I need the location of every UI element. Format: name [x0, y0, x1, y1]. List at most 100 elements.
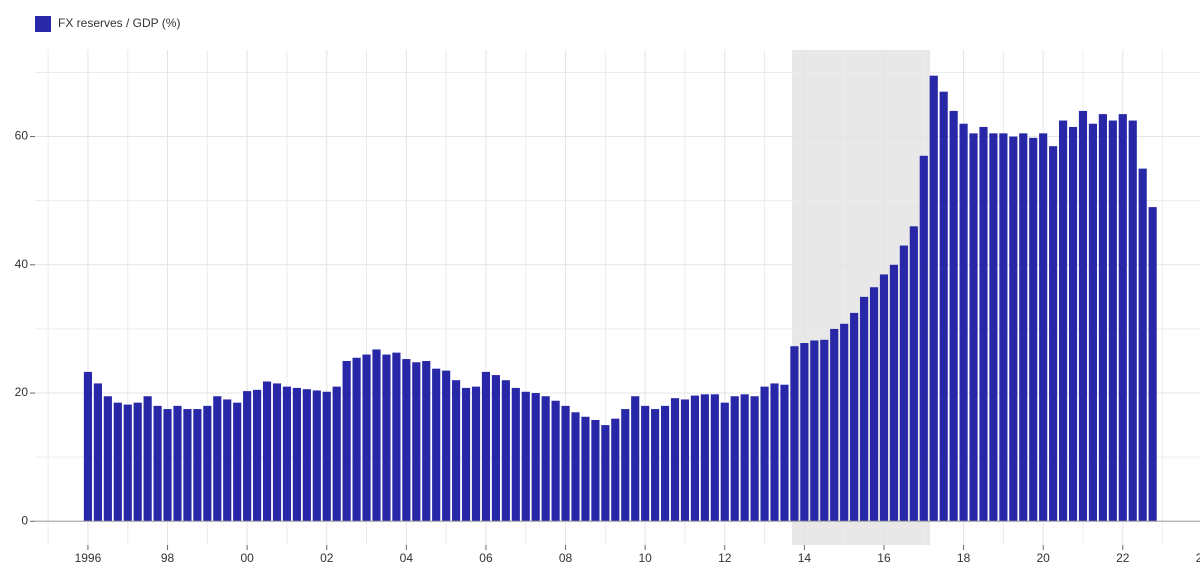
bar [183, 409, 192, 522]
bar [571, 412, 580, 522]
bar [442, 370, 451, 522]
bar [601, 425, 610, 522]
x-tick-label: 24 [1196, 551, 1200, 563]
bar [1019, 133, 1028, 522]
bar [740, 394, 749, 522]
bar [501, 380, 510, 522]
bar [491, 375, 500, 522]
bar [939, 91, 948, 522]
x-tick-label: 16 [877, 551, 891, 563]
bar [282, 386, 292, 522]
bar [670, 398, 680, 522]
bar [253, 389, 262, 522]
bar [382, 354, 391, 522]
x-tick-label: 12 [718, 551, 732, 563]
bar [1098, 114, 1107, 522]
bar [810, 340, 819, 522]
y-tick-label: 40 [15, 257, 29, 271]
bar [1148, 207, 1157, 522]
bar [163, 409, 172, 522]
bar [193, 409, 202, 522]
bar [710, 394, 719, 522]
bar [362, 354, 371, 522]
x-tick-label: 98 [161, 551, 175, 563]
bar [651, 409, 660, 522]
bar [1128, 120, 1137, 522]
bar [989, 133, 998, 522]
bar [541, 396, 550, 522]
bar [113, 402, 122, 522]
bar [889, 264, 899, 522]
x-tick-label: 14 [798, 551, 812, 563]
legend-label: FX reserves / GDP (%) [58, 16, 180, 30]
bar [243, 391, 252, 522]
bar [352, 357, 361, 522]
bar [660, 405, 670, 522]
bar [93, 383, 102, 522]
bar [1009, 136, 1018, 522]
bar [1049, 146, 1058, 522]
y-tick-label: 60 [15, 129, 29, 143]
x-tick-label: 06 [479, 551, 493, 563]
bar [1078, 110, 1088, 522]
bar [581, 416, 590, 522]
x-tick-label: 10 [638, 551, 652, 563]
bar [342, 360, 351, 522]
bar [1059, 120, 1068, 522]
bar [322, 391, 331, 522]
bar [233, 402, 242, 522]
bar [103, 396, 112, 522]
bar [1039, 133, 1048, 522]
bar [750, 396, 759, 522]
bar [561, 405, 570, 522]
bar [372, 349, 381, 522]
bar [919, 155, 928, 522]
bar [830, 328, 839, 522]
bar [1108, 120, 1117, 522]
bar [471, 386, 481, 522]
bar [999, 133, 1008, 522]
bar [1068, 126, 1078, 522]
bar [1088, 123, 1098, 522]
bar [979, 126, 988, 522]
bar [959, 123, 968, 522]
x-tick-label: 22 [1116, 551, 1130, 563]
bar [292, 387, 301, 522]
bar [611, 418, 620, 522]
bar [820, 339, 829, 522]
x-tick-label: 1996 [75, 551, 102, 563]
bar [850, 312, 859, 522]
bar [133, 402, 142, 522]
bar [531, 393, 540, 522]
bar [780, 384, 789, 522]
bar [879, 274, 889, 522]
bar [153, 405, 162, 522]
x-tick-label: 08 [559, 551, 573, 563]
bar [680, 399, 690, 522]
y-tick-label: 0 [21, 513, 28, 527]
x-tick-label: 04 [400, 551, 414, 563]
bar [223, 399, 232, 522]
bar [392, 352, 401, 522]
bar [909, 226, 918, 522]
bar [859, 296, 869, 522]
bar [452, 380, 461, 522]
bar [1138, 168, 1147, 522]
bar [481, 371, 491, 522]
bar [302, 389, 311, 522]
bar [621, 409, 630, 522]
bar [1118, 114, 1127, 522]
bar [203, 405, 212, 522]
bar [143, 396, 152, 522]
bar [899, 245, 908, 522]
bar [422, 360, 431, 522]
y-tick-label: 20 [15, 385, 29, 399]
bar [432, 368, 441, 522]
bar [402, 359, 411, 522]
bar [690, 395, 699, 522]
x-tick-label: 20 [1037, 551, 1051, 563]
bar [312, 390, 321, 522]
bar [760, 386, 769, 522]
bar [949, 110, 958, 522]
